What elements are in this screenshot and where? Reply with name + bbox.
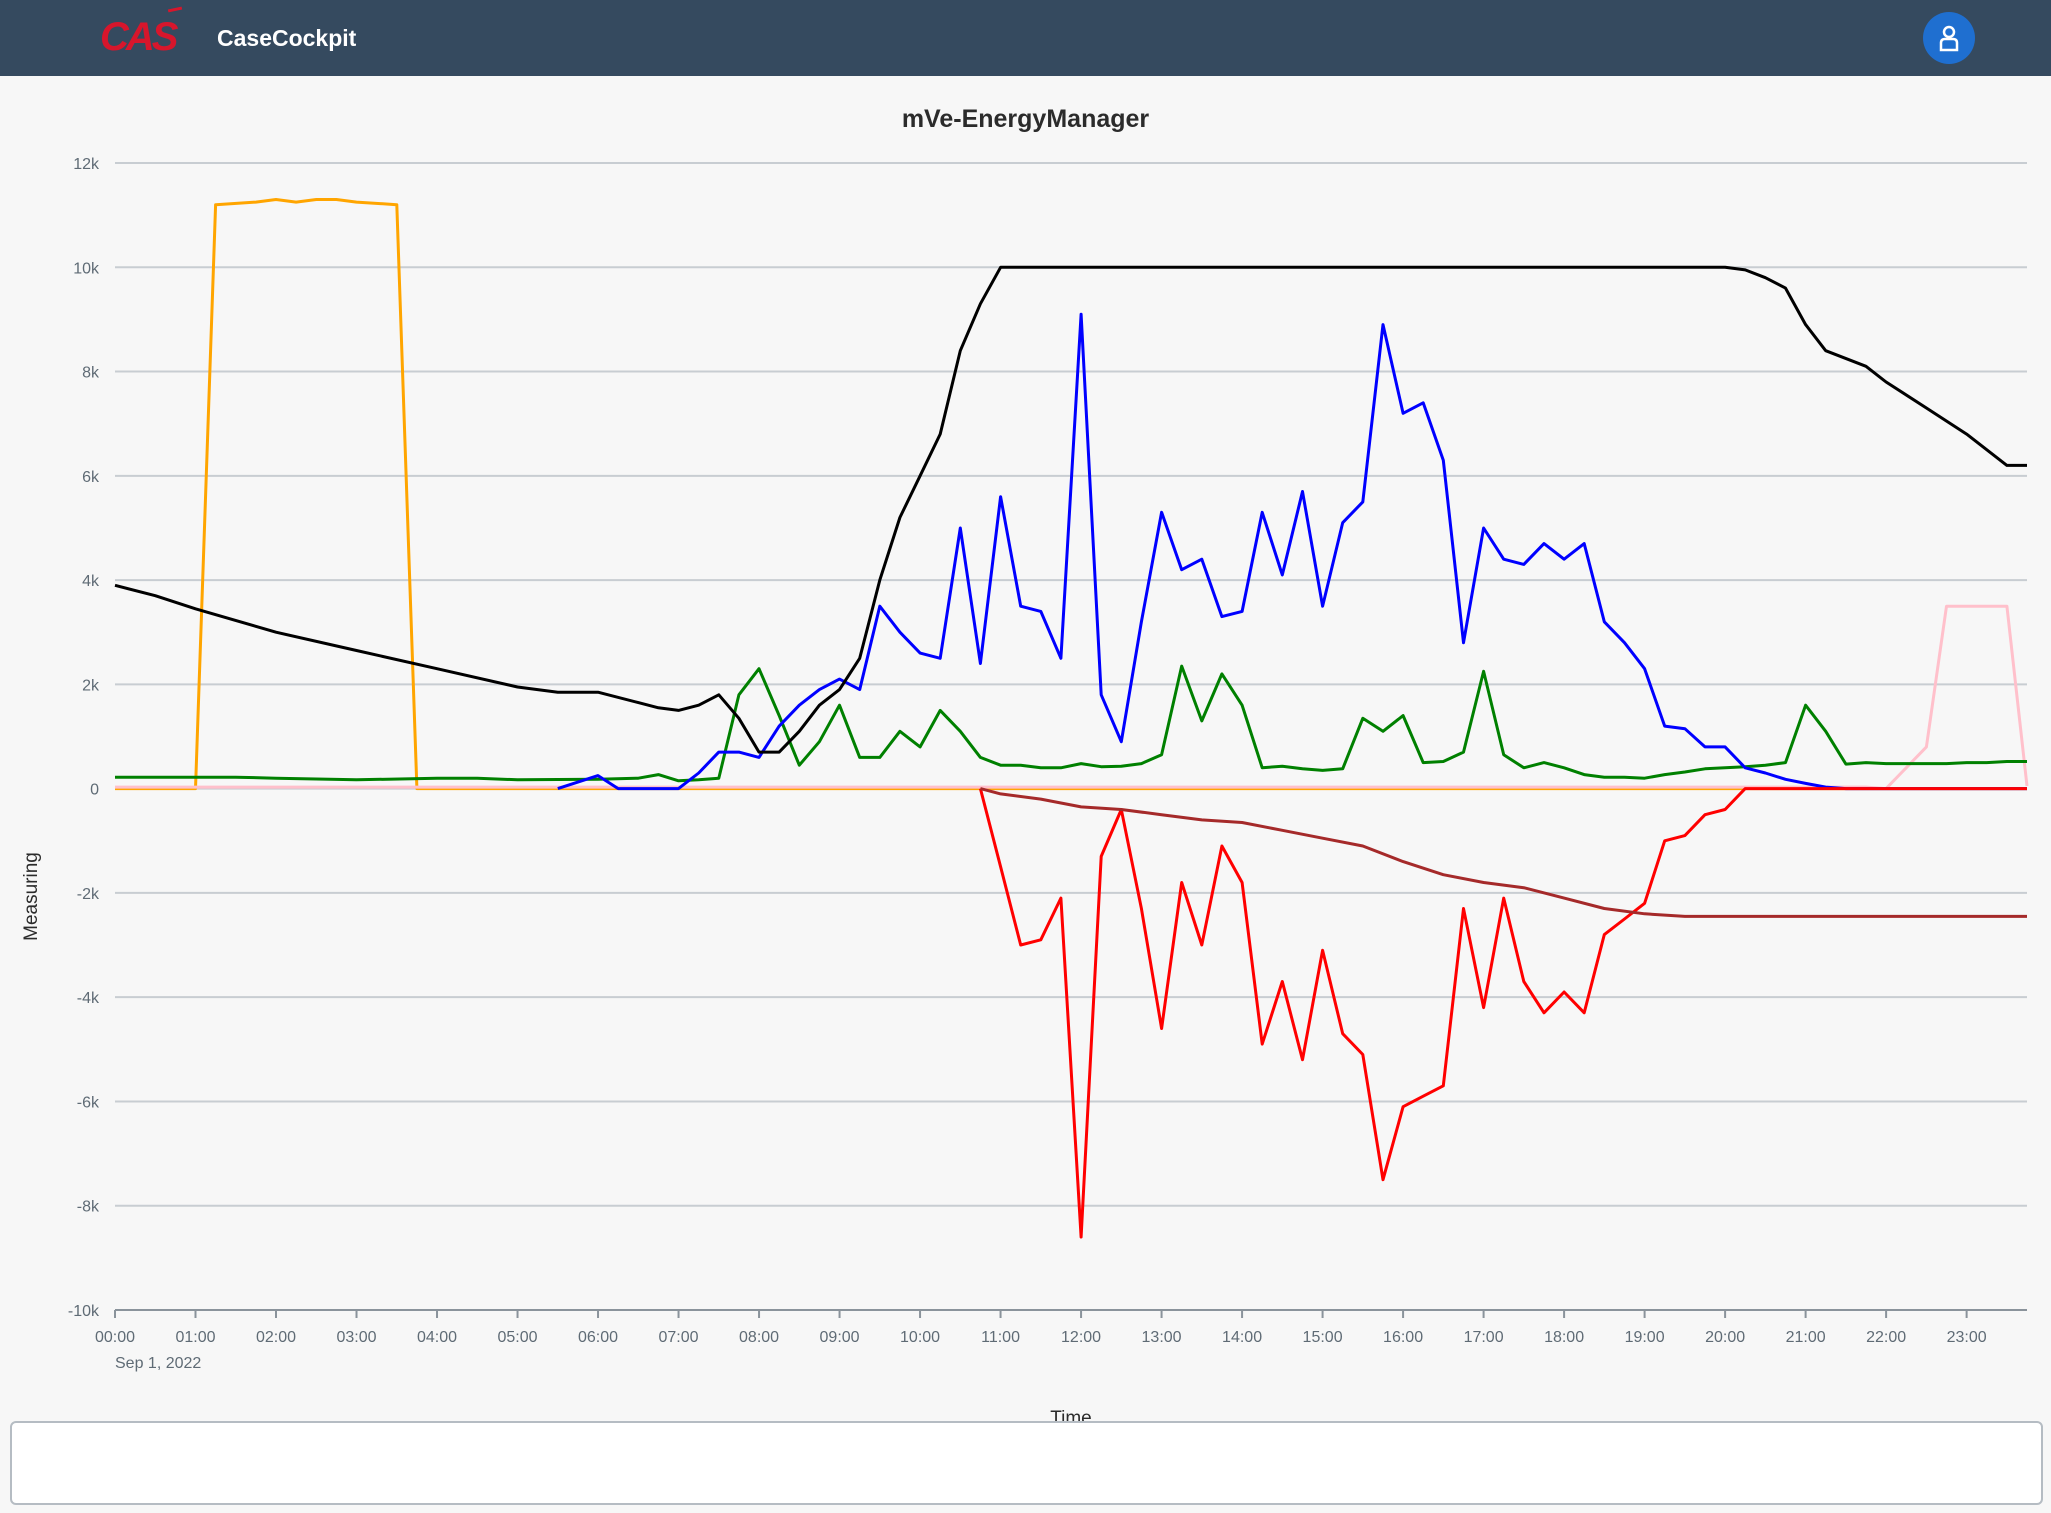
y-tick-label: -6k	[77, 1094, 100, 1111]
series-line-3	[115, 664, 2027, 783]
x-tick-label: 20:00	[1705, 1329, 1745, 1346]
app-title[interactable]: CaseCockpit	[217, 25, 357, 51]
chart-title: mVe-EnergyManager	[901, 105, 1150, 133]
x-tick-label: 22:00	[1866, 1329, 1906, 1346]
x-tick-label: 14:00	[1222, 1329, 1262, 1346]
x-tick-label: 11:00	[981, 1329, 1020, 1346]
y-tick-label: 8k	[82, 365, 100, 382]
y-tick-label: -2k	[77, 886, 100, 903]
x-tick-label: 07:00	[659, 1329, 699, 1346]
user-icon	[1939, 25, 1959, 52]
x-tick-label: 19:00	[1625, 1329, 1665, 1346]
x-axis-date-label: Sep 1, 2022	[115, 1355, 201, 1372]
y-tick-label: -8k	[77, 1199, 100, 1216]
x-tick-label: 01:00	[175, 1329, 215, 1346]
series-line-4	[557, 312, 2027, 791]
x-tick-label: 12:00	[1061, 1329, 1101, 1346]
x-tick-label: 02:00	[256, 1329, 296, 1346]
x-tick-label: 15:00	[1303, 1329, 1343, 1346]
line-chart: 12k 10k 8k 6k 4k 2k 0 -2k -4k -6k -8k -10k 00:00 01:…	[21, 156, 2029, 1429]
shell-bar: CAS CaseCockpit	[0, 0, 2051, 76]
series-line-7	[980, 787, 2027, 918]
x-tick-label: 18:00	[1544, 1329, 1584, 1346]
x-tick-label: 16:00	[1383, 1329, 1423, 1346]
x-tick-label: 05:00	[498, 1329, 538, 1346]
user-avatar-button[interactable]	[1923, 12, 1975, 64]
logo-accent	[167, 6, 183, 13]
y-tick-label: 6k	[82, 469, 100, 486]
x-tick-label: 23:00	[1947, 1329, 1987, 1346]
x-tick-label: 08:00	[739, 1329, 779, 1346]
y-tick-label: 10k	[73, 260, 100, 277]
series-line-5	[114, 265, 2027, 754]
x-tick-label: 10:00	[900, 1329, 940, 1346]
x-tick-label: 03:00	[336, 1329, 376, 1346]
x-tick-label: 17:00	[1464, 1329, 1504, 1346]
series-line-6	[978, 787, 2027, 1239]
x-tick-label: 21:00	[1786, 1329, 1826, 1346]
x-tick-label: 09:00	[820, 1329, 860, 1346]
grid-lines	[115, 162, 2027, 1311]
y-tick-label: 2k	[82, 677, 100, 694]
logo-text: CAS	[100, 15, 178, 59]
y-axis-ticks: 12k 10k 8k 6k 4k 2k 0 -2k -4k -6k -8k -10k	[68, 156, 100, 1320]
x-tick-label: 06:00	[578, 1329, 618, 1346]
y-tick-label: -4k	[77, 990, 100, 1007]
x-tick-label: 13:00	[1142, 1329, 1182, 1346]
x-tick-label: 00:00	[95, 1329, 135, 1346]
y-axis-label: Measuring	[21, 852, 42, 941]
x-tick-label: 04:00	[417, 1329, 457, 1346]
y-tick-label: -10k	[68, 1303, 100, 1320]
company-logo[interactable]: CAS	[100, 6, 183, 60]
series-lines	[114, 198, 2029, 1239]
y-tick-label: 0	[90, 782, 99, 799]
bottom-panel	[10, 1421, 2043, 1505]
y-tick-label: 4k	[82, 573, 100, 590]
y-tick-label: 12k	[73, 156, 100, 173]
x-axis-ticks: 00:00 01:00 02:00 03:00 04:00 05:00 06:00 07:00…	[95, 1310, 1987, 1346]
